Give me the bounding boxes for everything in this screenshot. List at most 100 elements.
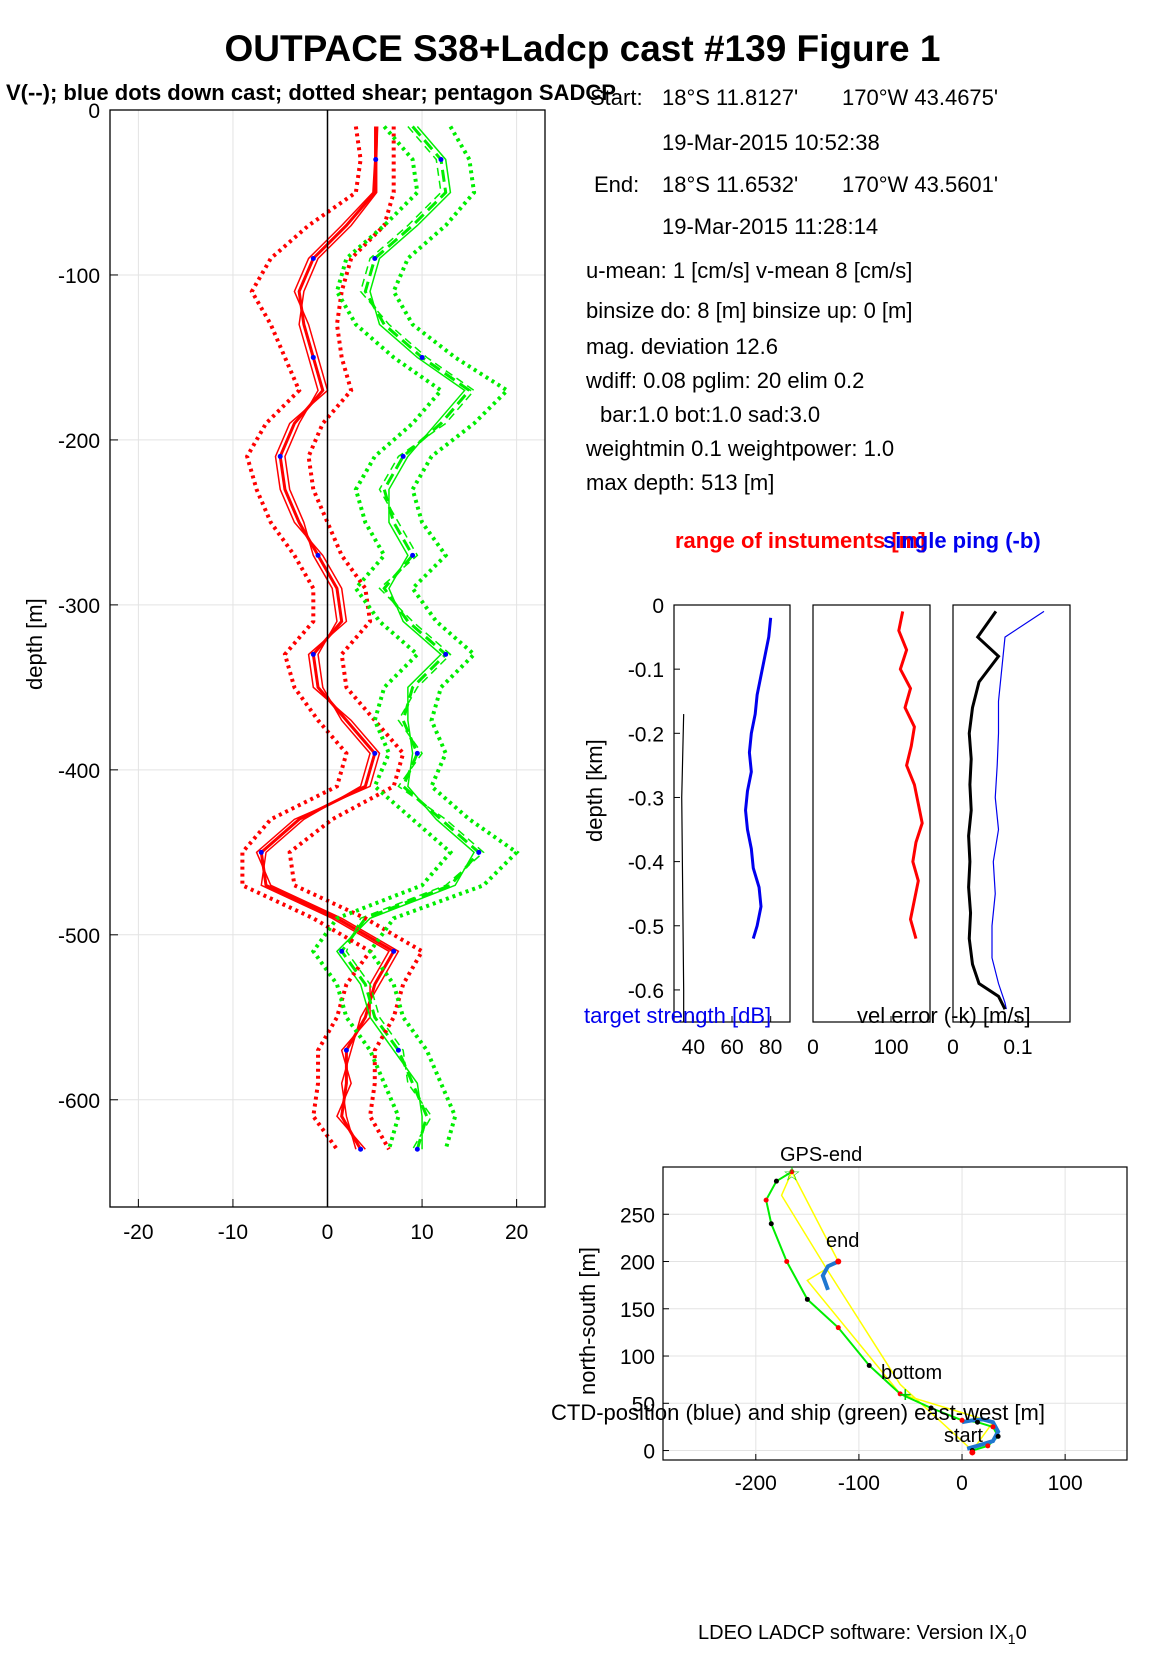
annotation-start: start [944, 1425, 983, 1447]
ship-track [765, 1170, 1000, 1452]
single-ping-line [991, 610, 1045, 1010]
profile-series-7 [287, 126, 425, 1151]
ctd-dot [985, 1443, 991, 1449]
end-label: End: [594, 172, 640, 197]
version-text: LDEO LADCP software: Version IX [698, 1622, 1008, 1644]
y-tick-label: -600 [58, 1090, 100, 1113]
target-strength-min-line [681, 714, 685, 1022]
range-line [897, 611, 924, 940]
downcast-dot [443, 651, 449, 657]
downcast-dot [400, 453, 406, 459]
ctd-track-start [961, 1417, 1001, 1451]
y-tick-label: 250 [620, 1204, 655, 1227]
start-lon: 170°W 43.4675' [842, 85, 999, 110]
x-tick-label: 10 [410, 1221, 433, 1244]
weight-params: weightmin 0.1 weightpower: 1.0 [586, 436, 895, 461]
downcast-dot [339, 948, 345, 954]
figure-title: OUTPACE S38+Ladcp cast #139 Figure 1 [224, 28, 941, 69]
downcast-dot [414, 1146, 420, 1152]
downcast-dot [310, 255, 316, 261]
y-tick-label: 0 [652, 595, 664, 618]
pos-ylabel: north-south [m] [575, 1247, 600, 1395]
range-panel-frame [812, 604, 931, 1023]
x-tick-label: 0 [956, 1472, 968, 1495]
y-tick-label: -0.2 [628, 723, 664, 746]
y-tick-label: 0 [643, 1441, 655, 1464]
end-marker [835, 1258, 842, 1265]
downcast-dot [438, 156, 444, 162]
range-title: range of instuments [m] [675, 528, 926, 553]
downcast-dot [419, 354, 425, 360]
annotation-bottom: bottom [881, 1362, 943, 1384]
downcast-dot [258, 849, 264, 855]
x-tick-label: 60 [720, 1036, 743, 1059]
x-tick-label: 40 [682, 1036, 705, 1059]
bar-weights: bar:1.0 bot:1.0 sad:3.0 [600, 402, 821, 427]
mean-velocity: u-mean: 1 [cm/s] v-mean 8 [cm/s] [586, 258, 913, 283]
gps-end-marker: ☆ [783, 1164, 801, 1186]
figure-subtitle: V(--); blue dots down cast; dotted shear… [6, 80, 616, 105]
ship-dot [974, 1419, 980, 1425]
software-version: LDEO LADCP software: Version IX10 [698, 1622, 1027, 1647]
ship-dot [768, 1221, 774, 1227]
pos-frame [662, 1166, 1128, 1461]
x-tick-label: -10 [218, 1221, 248, 1244]
x-tick-label: 0 [947, 1036, 959, 1059]
y-tick-label: -0.6 [628, 980, 664, 1003]
y-tick-label: -0.4 [628, 852, 665, 875]
x-tick-label: 0 [807, 1036, 819, 1059]
version-tail: 0 [1015, 1622, 1027, 1644]
profile-series-5 [335, 126, 476, 1150]
ctd-track-end [820, 1259, 840, 1291]
start-label: Start: [590, 85, 643, 110]
profile-series-3 [339, 125, 481, 1150]
downcast-dot [372, 255, 378, 261]
downcast-dot [315, 552, 321, 558]
end-lon: 170°W 43.5601' [842, 172, 999, 197]
ship-dot [773, 1178, 779, 1184]
downcast-dot [373, 156, 379, 162]
y-tick-label: -400 [58, 760, 100, 783]
downcast-dot [310, 651, 316, 657]
start-lat: 18°S 11.8127' [662, 85, 799, 110]
x-tick-label: -100 [838, 1472, 880, 1495]
downcast-dot [476, 849, 482, 855]
profile-series-8 [367, 125, 520, 1150]
downcast-dot [372, 750, 378, 756]
start-marker [969, 1449, 976, 1456]
downcast-dot [391, 948, 397, 954]
profile-series-6 [240, 126, 373, 1151]
downcast-dot [414, 750, 420, 756]
profile-series-4 [345, 126, 485, 1150]
x-tick-label: -200 [735, 1472, 777, 1495]
y-tick-label: -0.5 [628, 916, 664, 939]
x-tick-label: 100 [873, 1036, 908, 1059]
y-tick-label: -100 [58, 265, 100, 288]
bottom-marker: + [899, 1382, 912, 1407]
vel-error-label: vel error (-k) [m/s] [857, 1003, 1031, 1028]
start-time: 19-Mar-2015 10:52:38 [662, 130, 880, 155]
ship-dot [928, 1405, 934, 1411]
version-sub: 1 [1007, 1631, 1016, 1647]
target-strength-label: target strength [dB] [584, 1003, 772, 1028]
y-tick-label: -500 [58, 925, 100, 948]
ctd-dot [763, 1197, 769, 1203]
x-tick-label: 20 [505, 1221, 528, 1244]
ctd-dot [990, 1424, 996, 1430]
y-tick-label: -0.1 [628, 659, 664, 682]
end-time: 19-Mar-2015 11:28:14 [662, 214, 879, 239]
x-tick-label: 0.1 [1003, 1036, 1032, 1059]
y-tick-label: 0 [88, 100, 100, 123]
binsize: binsize do: 8 [m] binsize up: 0 [m] [586, 298, 913, 323]
downcast-dot [395, 1047, 401, 1053]
main-axes: -20 -10 0 10 200-100-200-300-400-500-600 [58, 100, 546, 1244]
mag-deviation: mag. deviation 12.6 [586, 334, 779, 359]
downcast-dot [277, 453, 283, 459]
x-tick-label: 100 [1048, 1472, 1083, 1495]
annotation-end: end [826, 1230, 860, 1252]
ctd-dot [897, 1391, 903, 1397]
